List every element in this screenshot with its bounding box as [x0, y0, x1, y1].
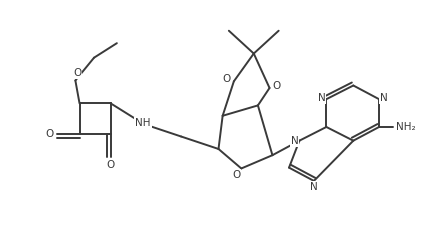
Text: O: O: [222, 74, 230, 84]
Text: N: N: [291, 136, 298, 146]
Text: NH₂: NH₂: [396, 122, 416, 132]
Text: O: O: [107, 160, 115, 170]
Text: O: O: [45, 130, 53, 140]
Text: O: O: [73, 68, 82, 78]
Text: N: N: [310, 182, 318, 192]
Text: O: O: [232, 170, 240, 180]
Text: NH: NH: [135, 118, 151, 128]
Text: O: O: [273, 81, 281, 91]
Text: N: N: [380, 93, 388, 103]
Text: N: N: [318, 93, 325, 103]
